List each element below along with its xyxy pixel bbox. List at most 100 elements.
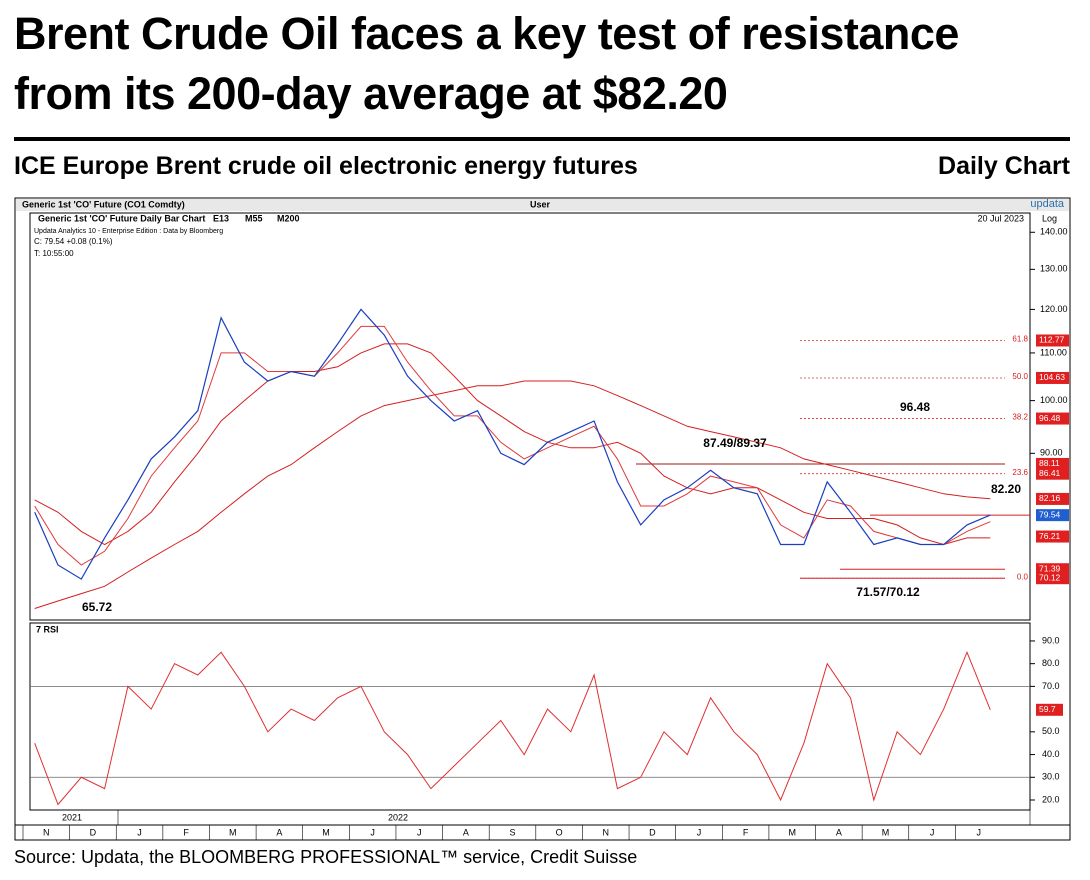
info-center: User [530,199,551,209]
annotation: 82.20 [991,482,1021,496]
note: Updata Analytics 10 - Enterprise Edition… [34,228,223,235]
chart-label: Daily Chart [938,152,1070,180]
price-label-box [1036,467,1069,480]
subtitle: ICE Europe Brent crude oil electronic en… [14,152,638,180]
x-tick-label: J [976,827,981,837]
price-label-box [1036,334,1069,347]
x-tick-label: J [137,827,142,837]
price-label: 82.16 [1039,493,1061,503]
legend-title: Generic 1st 'CO' Future Daily Bar Chart [38,213,205,223]
y-tick-label: 90.00 [1040,448,1063,458]
x-tick-label: J [930,827,935,837]
price-plot [34,308,1030,609]
note: C: 79.54 +0.08 (0.1%) [34,237,113,246]
price-label-box [1036,412,1069,425]
annotation: 65.72 [82,600,112,614]
fib-label: 61.8 [1012,335,1028,344]
rule [14,137,1070,141]
price-label: 112.77 [1039,335,1065,345]
annotation: 87.49/89.37 [703,436,767,450]
price-label: 88.11 [1039,458,1060,468]
price-label-box [1036,457,1069,470]
rsi-title: 7 RSI [36,624,59,634]
price-label: 79.54 [1039,509,1061,519]
price-label-box [1036,492,1069,505]
x-tick-label: O [556,827,563,837]
x-tick-label: J [697,827,702,837]
x-tick-label: M [229,827,237,837]
price-label: 70.12 [1039,572,1061,582]
x-tick-label: F [183,827,189,837]
x-tick-label: M [322,827,330,837]
fib-label: 23.6 [1012,468,1028,477]
price-label: 96.48 [1039,413,1061,423]
y-tick-label: 80.0 [1042,658,1060,668]
y-tick-label: 20.0 [1042,794,1060,804]
note: T: 10:55:00 [34,249,74,258]
info-right: updata [1030,198,1065,210]
title-line: Brent Crude Oil faces a key test of resi… [14,8,959,59]
x-tick-label: A [463,827,469,837]
y-tick-label: 70.0 [1042,681,1060,691]
year-label: 2022 [388,812,408,822]
x-tick-label: J [417,827,422,837]
title-line: from its 200-day average at $82.20 [14,68,728,119]
rsi-line [34,650,991,806]
chart-date: 20 Jul 2023 [977,213,1024,223]
y-tick-label: 50.0 [1042,726,1060,736]
price-label-box [1036,572,1069,585]
price-line [34,308,991,580]
moving-average [34,380,991,609]
rsi-label-box [1036,703,1063,716]
y-tick-label: 110.00 [1040,347,1067,357]
title: Brent Crude Oil faces a key test of resi… [14,4,959,124]
price-label: 71.39 [1039,563,1061,573]
year-label: 2021 [62,812,82,822]
y-tick-label: 130.00 [1040,264,1068,274]
fib-label: 50.0 [1012,372,1028,381]
x-tick-label: J [370,827,375,837]
price-label-box [1036,509,1069,522]
price-label: 76.21 [1039,531,1061,541]
rsi-label: 59.7 [1039,704,1056,714]
price-label: 104.63 [1039,372,1065,382]
y-tick-label: 40.0 [1042,749,1060,759]
price-panel [29,212,1031,621]
y-tick-label: 90.0 [1042,635,1060,645]
info-left: Generic 1st 'CO' Future (CO1 Comdty) [22,199,185,209]
legend-item: E13 [213,213,229,223]
chart-frame [14,197,1071,841]
moving-average [34,343,991,546]
rsi-plot [34,650,991,806]
annotation: 71.57/70.12 [856,585,920,599]
x-tick-label: N [43,827,50,837]
annotation: 96.48 [900,400,930,414]
price-label-box [1036,371,1069,384]
y-tick-label: 120.00 [1040,304,1068,314]
rsi-panel [29,622,1031,811]
y-tick-label: 100.00 [1040,395,1068,405]
y-tick-label: 140.00 [1040,227,1068,237]
x-tick-label: A [276,827,282,837]
info-bar [16,199,1069,211]
scale-label: Log [1042,213,1057,223]
x-tick-label: M [882,827,890,837]
price-label-box [1036,530,1069,543]
y-tick-label: 30.0 [1042,772,1060,782]
x-tick-label: D [649,827,656,837]
x-tick-label: F [743,827,749,837]
x-tick-label: M [788,827,796,837]
x-tick-label: N [602,827,609,837]
x-tick-label: S [509,827,515,837]
price-label: 86.41 [1039,468,1061,478]
legend-item: M55 [245,213,263,223]
x-tick-label: A [836,827,842,837]
fib-label: 0.0 [1017,572,1029,581]
fib-label: 38.2 [1012,413,1028,422]
legend-item: M200 [277,213,300,223]
moving-average [34,325,991,566]
source: Source: Updata, the BLOOMBERG PROFESSION… [14,847,638,867]
x-tick-label: D [90,827,97,837]
